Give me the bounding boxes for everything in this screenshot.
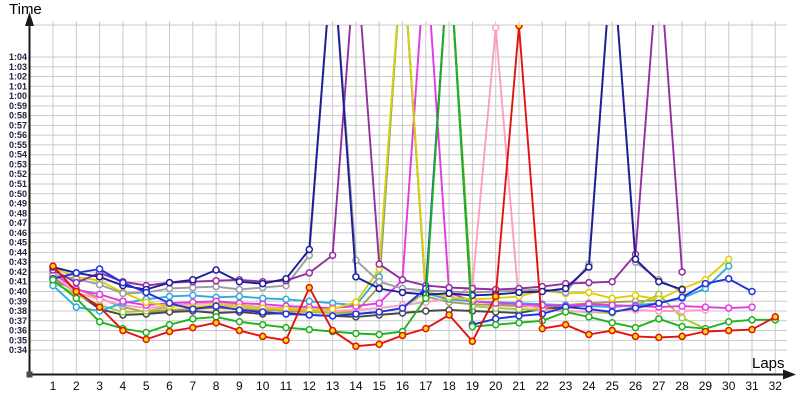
svg-text:0:40: 0:40 [9,286,27,296]
svg-text:0:59: 0:59 [9,101,27,111]
svg-text:1:01: 1:01 [9,81,27,91]
svg-text:5: 5 [143,379,150,393]
svg-text:0:46: 0:46 [9,228,27,238]
svg-text:0:50: 0:50 [9,189,27,199]
y-axis-title: Time [9,1,42,18]
svg-text:17: 17 [419,379,433,393]
svg-text:3: 3 [96,379,103,393]
svg-text:11: 11 [280,379,293,393]
svg-text:0:43: 0:43 [9,257,27,267]
svg-text:2: 2 [73,379,80,393]
svg-text:14: 14 [349,379,363,393]
svg-text:31: 31 [745,379,759,393]
svg-text:10: 10 [256,379,270,393]
svg-text:26: 26 [629,379,643,393]
svg-text:28: 28 [675,379,689,393]
svg-text:4: 4 [120,379,127,393]
svg-text:23: 23 [559,379,573,393]
svg-text:19: 19 [466,379,480,393]
svg-text:13: 13 [326,379,340,393]
svg-text:9: 9 [236,379,243,393]
svg-text:0:54: 0:54 [9,150,27,160]
svg-text:0:41: 0:41 [9,277,27,287]
svg-text:7: 7 [189,379,196,393]
svg-text:20: 20 [489,379,503,393]
svg-text:1:02: 1:02 [9,72,27,82]
svg-text:1:00: 1:00 [9,91,27,101]
svg-text:0:42: 0:42 [9,267,27,277]
svg-text:12: 12 [303,379,317,393]
svg-text:6: 6 [166,379,173,393]
svg-text:0:35: 0:35 [9,335,27,345]
svg-text:0:45: 0:45 [9,238,27,248]
svg-text:32: 32 [769,379,783,393]
svg-text:16: 16 [396,379,410,393]
svg-text:0:37: 0:37 [9,316,27,326]
svg-text:0:36: 0:36 [9,326,27,336]
svg-text:0:38: 0:38 [9,306,27,316]
svg-text:1:04: 1:04 [9,52,27,62]
svg-text:0:55: 0:55 [9,140,27,150]
svg-text:0:44: 0:44 [9,247,27,257]
svg-text:29: 29 [699,379,713,393]
x-axis-title: Laps [752,355,785,372]
svg-text:24: 24 [582,379,596,393]
svg-text:0:34: 0:34 [9,345,27,355]
svg-text:30: 30 [722,379,736,393]
svg-text:0:56: 0:56 [9,130,27,140]
svg-text:0:57: 0:57 [9,120,27,130]
svg-text:0:51: 0:51 [9,179,27,189]
svg-text:21: 21 [512,379,526,393]
svg-text:0:53: 0:53 [9,159,27,169]
svg-text:0:48: 0:48 [9,208,27,218]
svg-text:0:52: 0:52 [9,169,27,179]
svg-text:15: 15 [373,379,387,393]
svg-text:0:58: 0:58 [9,111,27,121]
svg-text:0:47: 0:47 [9,218,27,228]
svg-text:1:03: 1:03 [9,62,27,72]
svg-text:0:39: 0:39 [9,296,27,306]
svg-text:1: 1 [50,379,57,393]
svg-text:8: 8 [213,379,220,393]
svg-text:25: 25 [606,379,620,393]
svg-text:22: 22 [536,379,550,393]
svg-text:27: 27 [652,379,666,393]
svg-text:0:49: 0:49 [9,199,27,209]
svg-text:18: 18 [442,379,456,393]
